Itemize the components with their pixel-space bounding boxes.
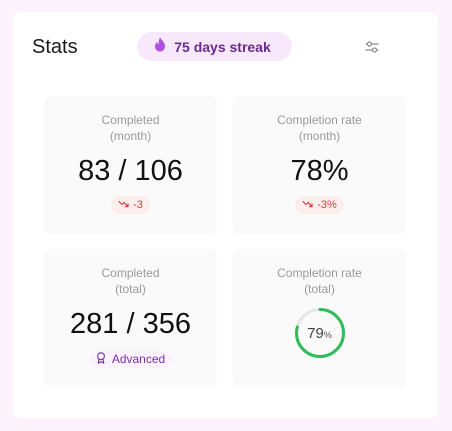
tile-label-line: (total)	[115, 282, 146, 296]
trend-down-icon	[118, 199, 129, 211]
delta-badge: -3%	[295, 196, 344, 214]
tile-label: Completed (total)	[44, 265, 217, 297]
tile-value: 281 / 356	[70, 308, 191, 340]
progress-ring-unit: %	[323, 329, 332, 340]
completed-total-tile: Completed (total) 281 / 356 Advanced	[44, 249, 217, 387]
delta-value: -3	[133, 199, 143, 211]
completed-month-tile: Completed (month) 83 / 106 -3	[44, 96, 217, 234]
delta-badge: -3	[111, 196, 150, 214]
tile-label-line: Completed	[101, 113, 160, 127]
tile-label: Completion rate (total)	[233, 265, 406, 297]
flame-icon	[154, 37, 166, 57]
tile-label-line: Completion rate	[277, 266, 362, 280]
tile-value: 83 / 106	[78, 155, 183, 187]
progress-ring-label: 79%	[294, 307, 346, 359]
streak-badge: 75 days streak	[137, 32, 292, 61]
tile-label-line: (month)	[109, 129, 152, 143]
streak-label: 75 days streak	[174, 38, 271, 55]
tile-value: 78%	[290, 155, 349, 187]
tile-label: Completion rate (month)	[233, 112, 406, 144]
completion-rate-month-tile: Completion rate (month) 78% -3%	[233, 96, 406, 234]
level-badge: Advanced	[89, 350, 172, 368]
level-label: Advanced	[111, 352, 166, 366]
delta-value: -3%	[317, 199, 337, 211]
tile-label: Completed (month)	[44, 112, 217, 144]
tile-label-line: (total)	[304, 282, 335, 296]
sliders-icon	[365, 40, 379, 59]
completion-rate-total-tile: Completion rate (total) 79%	[233, 249, 406, 387]
tile-label-line: Completed	[101, 266, 160, 280]
page-title: Stats	[32, 36, 78, 58]
award-icon	[96, 351, 106, 367]
progress-ring-value: 79	[307, 324, 324, 342]
progress-ring: 79%	[294, 307, 346, 359]
trend-down-icon	[302, 199, 313, 211]
progress-ring-arc	[294, 308, 345, 358]
filter-button[interactable]	[363, 40, 381, 58]
tile-label-line: (month)	[298, 129, 341, 143]
tile-label-line: Completion rate	[277, 113, 362, 127]
